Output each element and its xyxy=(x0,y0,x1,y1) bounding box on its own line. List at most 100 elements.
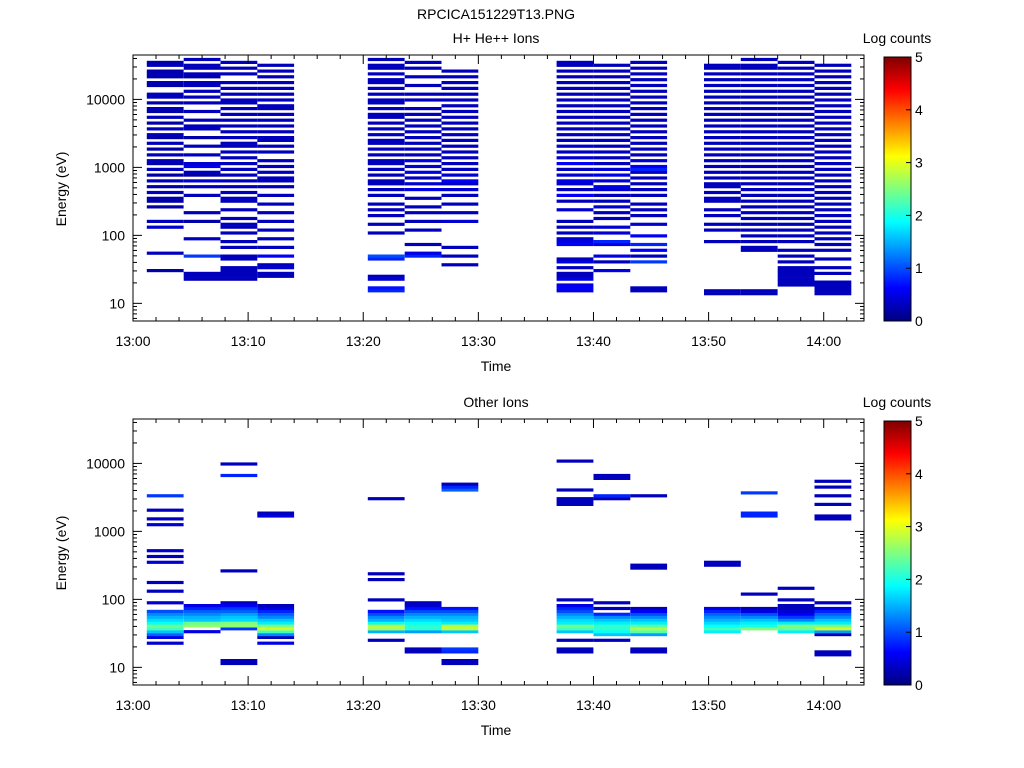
heatmap-cell xyxy=(404,630,442,634)
heatmap-cell xyxy=(704,164,741,169)
heatmap-cell xyxy=(777,248,815,252)
heatmap-cell xyxy=(593,624,631,628)
heatmap-cell xyxy=(556,257,594,261)
heatmap-cell xyxy=(740,491,778,495)
heatmap-cell xyxy=(777,624,815,628)
heatmap-cell xyxy=(441,612,479,616)
heatmap-cell xyxy=(404,650,442,654)
heatmap-cell xyxy=(146,205,184,209)
heatmap-cell xyxy=(146,225,184,229)
y-tick-label: 10 xyxy=(109,295,125,311)
y-tick-label: 10000 xyxy=(86,455,125,471)
heatmap-cell xyxy=(630,563,668,567)
heatmap-cell xyxy=(777,147,815,151)
heatmap-cell xyxy=(183,89,221,93)
heatmap-cell xyxy=(367,274,405,278)
heatmap-cell xyxy=(367,231,405,235)
heatmap-cell xyxy=(556,240,594,244)
heatmap-cell xyxy=(777,211,815,215)
heatmap-cell xyxy=(630,612,668,616)
heatmap-cell xyxy=(740,182,778,186)
heatmap-cell xyxy=(257,635,295,639)
axes-bottom: 13:00 13:10 13:20 13:30 13:40 13:50 14:00 10 100… xyxy=(86,419,864,713)
heatmap-cell xyxy=(556,75,594,79)
heatmap-cell xyxy=(220,257,258,261)
heatmap-cell xyxy=(593,216,631,221)
heatmap-cell xyxy=(777,205,815,209)
heatmap-cell xyxy=(630,647,668,651)
heatmap-cell xyxy=(146,549,184,553)
heatmap-cell xyxy=(814,109,852,114)
heatmap-cell xyxy=(367,612,405,616)
colorbar-tick-label: 1 xyxy=(915,624,923,640)
heatmap-cell xyxy=(593,162,631,166)
heatmap-cell xyxy=(146,72,184,76)
heatmap-cell xyxy=(257,118,295,122)
heatmap-cell xyxy=(146,101,184,105)
heatmap-cell xyxy=(441,188,479,192)
heatmap-cell xyxy=(777,216,815,221)
heatmap-cell xyxy=(257,170,295,174)
heatmap-cell xyxy=(777,124,815,128)
heatmap-cell xyxy=(740,618,778,622)
heatmap-cell xyxy=(814,286,852,290)
heatmap-cell xyxy=(183,153,221,157)
heatmap-cell xyxy=(777,176,815,180)
heatmap-cell xyxy=(740,63,778,67)
y-tick-label: 100 xyxy=(102,227,126,243)
heatmap-cell xyxy=(630,618,668,622)
heatmap-cell xyxy=(556,242,594,247)
heatmap-cell xyxy=(814,609,852,613)
heatmap-cell xyxy=(556,618,594,622)
heatmap-cell xyxy=(777,66,815,70)
heatmap-cell xyxy=(704,563,741,567)
heatmap-cell xyxy=(630,650,668,654)
heatmap-cell xyxy=(593,630,631,634)
heatmap-cell xyxy=(257,92,295,96)
x-tick-label: 14:00 xyxy=(806,333,841,349)
heatmap-cell xyxy=(367,138,405,142)
heatmap-cell xyxy=(146,69,184,73)
heatmap-cell xyxy=(740,234,778,238)
heatmap-cell xyxy=(183,277,221,281)
heatmap-cell xyxy=(404,83,442,88)
heatmap-cell xyxy=(593,494,631,498)
y-axis-label-bottom: Energy (eV) xyxy=(53,516,69,591)
heatmap-cell xyxy=(257,630,295,634)
heatmap-cell xyxy=(814,202,852,206)
heatmap-cell xyxy=(704,609,741,613)
heatmap-cell xyxy=(367,98,405,102)
heatmap-cell xyxy=(777,269,815,273)
heatmap-cell xyxy=(404,98,442,102)
heatmap-cell xyxy=(814,248,852,252)
colorbar-bottom xyxy=(883,420,912,686)
heatmap-cell xyxy=(740,211,778,215)
heatmap-cell xyxy=(814,75,852,79)
heatmap-cell xyxy=(740,101,778,105)
plot-frame-bottom xyxy=(132,418,865,686)
heatmap-cell xyxy=(146,107,184,111)
heatmap-cell xyxy=(441,121,479,125)
heatmap-cell xyxy=(220,199,258,203)
heatmap-cells-bottom xyxy=(146,459,852,666)
heatmap-cell xyxy=(704,612,741,616)
heatmap-cell xyxy=(183,118,221,122)
heatmap-cell xyxy=(556,193,594,197)
heatmap-cell xyxy=(404,136,442,140)
heatmap-cell xyxy=(183,618,221,622)
heatmap-cell xyxy=(740,248,778,252)
heatmap-cell xyxy=(404,153,442,157)
heatmap-cell xyxy=(814,144,852,148)
heatmap-cell xyxy=(146,633,184,637)
heatmap-cell xyxy=(146,630,184,634)
heatmap-cell xyxy=(183,66,221,70)
y-tick-label: 10 xyxy=(109,659,125,675)
heatmap-cell xyxy=(704,208,741,212)
heatmap-cell xyxy=(814,485,852,489)
heatmap-cell xyxy=(556,133,594,137)
heatmap-cell xyxy=(441,488,479,492)
heatmap-cell xyxy=(220,190,258,195)
heatmap-cell xyxy=(777,101,815,105)
heatmap-cell xyxy=(593,231,631,235)
heatmap-cell xyxy=(630,167,668,171)
